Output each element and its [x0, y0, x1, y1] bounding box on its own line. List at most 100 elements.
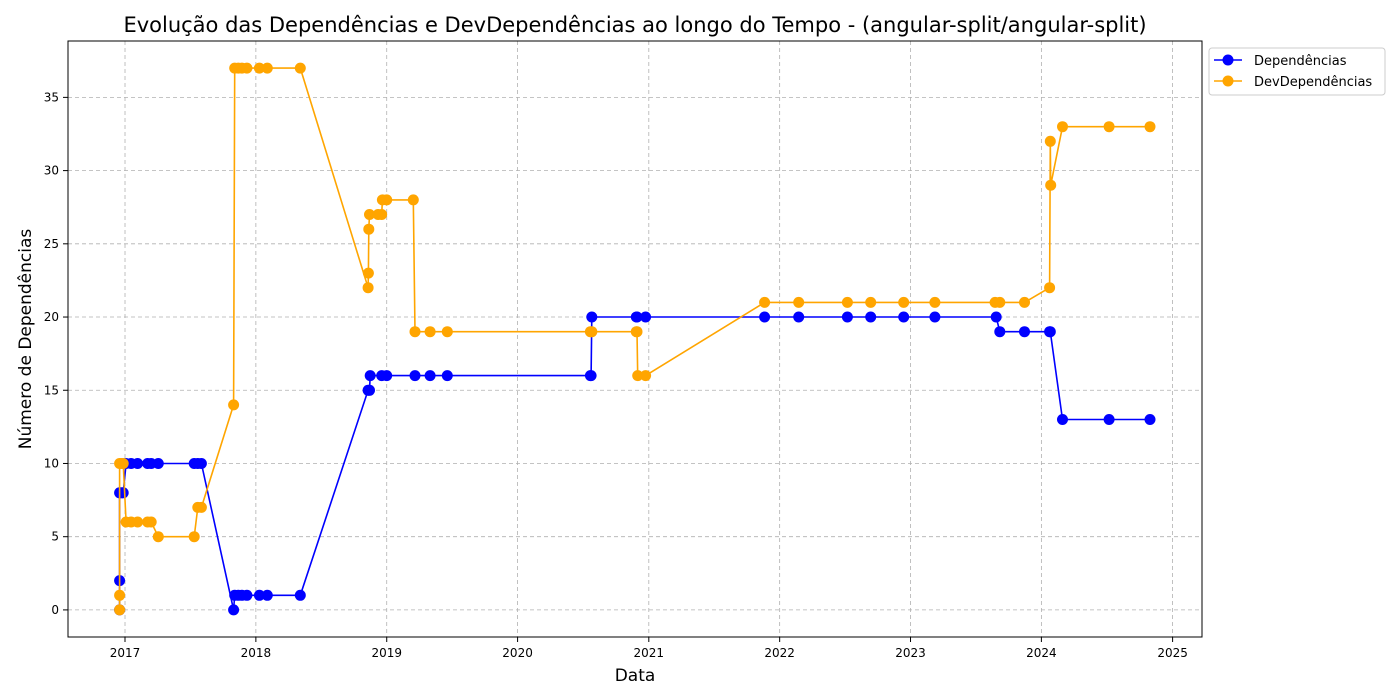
data-point	[994, 296, 1006, 308]
data-point	[228, 604, 240, 616]
data-point	[1103, 121, 1115, 133]
legend-marker	[1222, 54, 1234, 66]
data-point	[241, 589, 253, 601]
x-axis: 2017 2018 2019 2020 2021 2022 2023 2024 2025	[110, 637, 1188, 660]
data-point	[865, 311, 877, 323]
data-point	[631, 326, 643, 338]
y-tick-label: 5	[51, 530, 59, 544]
data-point	[631, 311, 643, 323]
data-point	[294, 62, 306, 74]
data-point	[409, 326, 421, 338]
data-point	[364, 209, 375, 220]
data-point	[114, 589, 126, 601]
data-point	[362, 282, 374, 294]
data-point	[586, 311, 598, 323]
data-point	[253, 62, 265, 74]
data-point	[261, 62, 273, 74]
data-point	[793, 296, 805, 308]
data-point	[424, 370, 436, 382]
data-point	[117, 487, 129, 499]
y-axis-label: Número de Dependências	[16, 229, 36, 450]
data-point	[117, 458, 129, 469]
data-point	[409, 370, 421, 382]
y-tick-label: 0	[51, 603, 59, 617]
legend-marker	[1222, 75, 1234, 87]
data-point	[759, 311, 771, 323]
series-line	[118, 67, 1150, 610]
data-point	[1044, 326, 1056, 338]
data-point	[114, 604, 126, 616]
data-point	[1044, 282, 1056, 294]
x-axis-label: Data	[615, 666, 656, 686]
x-tick-label: 2021	[634, 646, 665, 660]
data-point	[261, 589, 273, 601]
data-point	[363, 223, 375, 235]
data-point	[152, 458, 164, 469]
data-point	[364, 384, 375, 396]
y-tick-label: 20	[44, 310, 59, 324]
x-tick-label: 2020	[502, 646, 533, 660]
data-point	[1045, 179, 1057, 191]
data-point	[132, 458, 144, 469]
data-point	[1144, 121, 1156, 133]
data-point	[132, 516, 144, 528]
data-point	[865, 296, 877, 308]
legend-box	[1208, 47, 1386, 96]
data-point	[145, 516, 157, 528]
data-point	[632, 370, 644, 382]
data-point	[1019, 296, 1030, 308]
data-point	[188, 531, 200, 543]
data-point	[640, 370, 652, 382]
data-point	[376, 209, 388, 220]
data-point	[228, 399, 240, 411]
data-point	[929, 296, 941, 308]
data-point	[381, 370, 393, 382]
y-tick-label: 10	[44, 456, 59, 470]
legend: Dependências DevDependências	[1208, 47, 1386, 96]
data-point	[929, 311, 941, 323]
data-point	[424, 326, 436, 338]
series-2	[114, 62, 1156, 616]
data-point	[441, 326, 453, 338]
y-tick-label: 30	[44, 164, 59, 178]
data-point	[585, 370, 597, 382]
data-point	[1057, 121, 1068, 133]
data-point	[841, 296, 853, 308]
data-point	[407, 194, 419, 206]
data-point	[1019, 326, 1030, 338]
x-tick-label: 2024	[1026, 646, 1057, 660]
legend-item: Dependências	[1214, 54, 1347, 69]
x-tick-label: 2018	[241, 646, 272, 660]
series-layer	[114, 62, 1156, 616]
legend-label: DevDependências	[1254, 75, 1372, 90]
data-point	[990, 311, 1002, 323]
y-tick-label: 25	[44, 237, 59, 251]
x-tick-label: 2025	[1157, 646, 1188, 660]
y-axis: 0 5 10 15 20 25 30 35	[44, 90, 68, 617]
data-point	[241, 62, 253, 74]
data-point	[640, 311, 652, 323]
x-tick-label: 2019	[371, 646, 402, 660]
data-point	[1057, 414, 1068, 425]
data-point	[586, 326, 598, 338]
data-point	[362, 267, 374, 279]
data-point	[841, 311, 853, 323]
data-point	[441, 370, 453, 382]
data-point	[381, 194, 393, 206]
data-point	[1044, 135, 1056, 147]
y-tick-label: 35	[44, 90, 59, 104]
legend-label: Dependências	[1254, 54, 1347, 69]
data-point	[994, 326, 1006, 338]
data-point	[364, 370, 376, 382]
series-1	[114, 311, 1156, 616]
data-point	[253, 589, 265, 601]
data-point	[195, 501, 207, 513]
data-point	[294, 589, 306, 601]
data-point	[195, 458, 207, 469]
y-tick-label: 15	[44, 383, 59, 397]
data-point	[898, 311, 910, 323]
x-tick-label: 2023	[895, 646, 926, 660]
plot-frame	[67, 40, 1203, 638]
x-tick-label: 2022	[764, 646, 795, 660]
